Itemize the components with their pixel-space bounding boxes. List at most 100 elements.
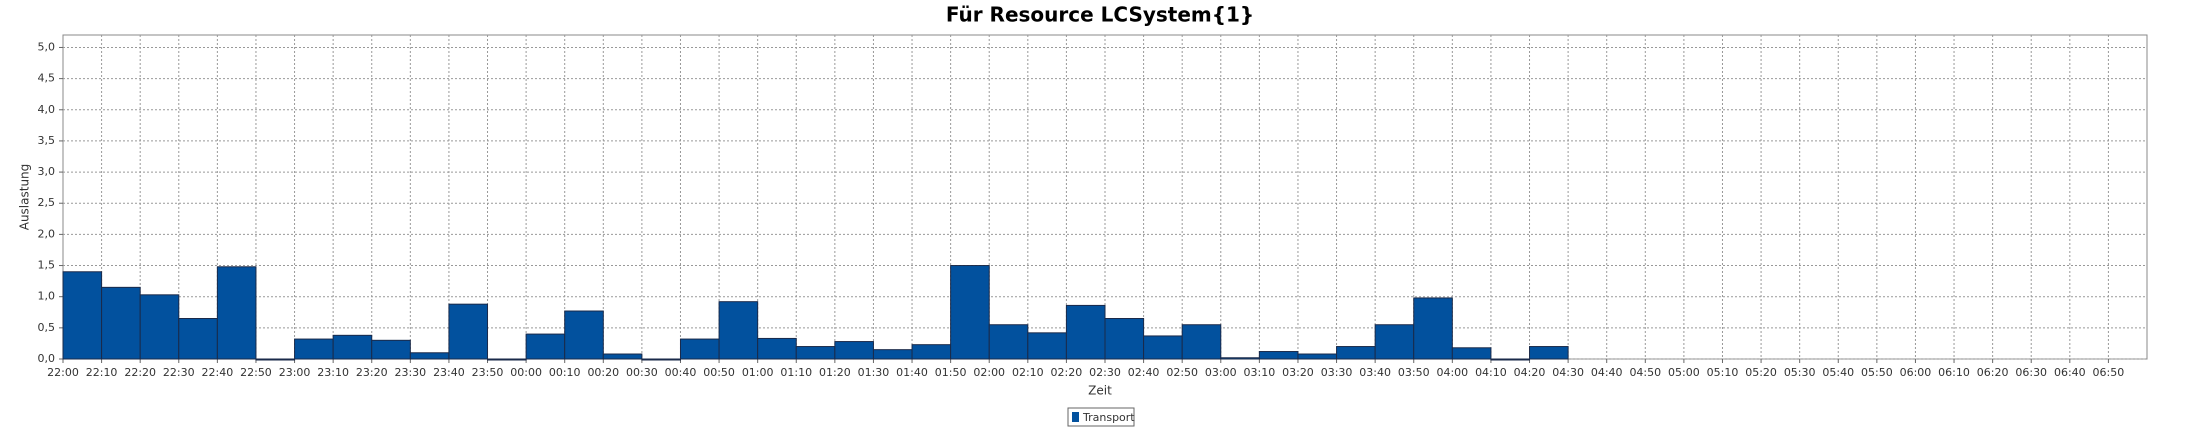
y-tick-label: 2,0	[38, 227, 56, 240]
y-axis-label: Auslastung	[18, 164, 32, 231]
x-tick-label: 22:20	[124, 366, 156, 379]
x-tick-label: 06:30	[2015, 366, 2047, 379]
bar	[487, 358, 527, 361]
x-tick-label: 23:20	[356, 366, 388, 379]
x-tick-label: 02:50	[1166, 366, 1198, 379]
x-axis-label: Zeit	[1088, 384, 1112, 398]
x-tick-label: 00:30	[626, 366, 658, 379]
x-tick-label: 03:40	[1359, 366, 1391, 379]
x-tick-label: 04:20	[1514, 366, 1546, 379]
bar	[1258, 351, 1299, 360]
legend-label: Transport	[1082, 411, 1135, 424]
x-tick-label: 00:20	[587, 366, 619, 379]
x-tick-label: 23:00	[279, 366, 311, 379]
x-tick-label: 05:10	[1707, 366, 1739, 379]
x-tick-label: 06:20	[1977, 366, 2009, 379]
x-tick-label: 04:30	[1552, 366, 1584, 379]
x-tick-label: 23:40	[433, 366, 465, 379]
x-tick-label: 01:10	[780, 366, 812, 379]
bar	[525, 333, 566, 360]
bar	[679, 338, 720, 360]
bar	[62, 271, 103, 360]
y-tick-label: 0,0	[38, 352, 56, 365]
bar	[1143, 335, 1183, 360]
legend-box	[1067, 407, 1135, 427]
x-tick-label: 03:20	[1282, 366, 1314, 379]
bar	[718, 301, 759, 360]
chart-title: Für Resource LCSystem{1}	[946, 3, 1254, 27]
x-tick-label: 22:10	[86, 366, 118, 379]
bar	[641, 358, 681, 361]
x-tick-label: 03:00	[1205, 366, 1237, 379]
x-tick-label: 23:50	[472, 366, 504, 379]
x-tick-label: 00:50	[703, 366, 735, 379]
x-tick-label: 22:30	[163, 366, 195, 379]
bar	[332, 334, 373, 360]
bar	[950, 265, 990, 360]
x-tick-label: 22:50	[240, 366, 272, 379]
x-tick-label: 02:30	[1089, 366, 1121, 379]
bar	[1336, 346, 1376, 360]
x-tick-label: 00:10	[549, 366, 581, 379]
x-tick-label: 00:40	[665, 366, 697, 379]
bar	[409, 352, 450, 360]
x-tick-label: 04:40	[1591, 366, 1623, 379]
bar	[1413, 297, 1453, 360]
y-tick-label: 2,5	[38, 196, 56, 209]
x-tick-label: 22:00	[47, 366, 79, 379]
x-tick-label: 01:30	[858, 366, 890, 379]
bar	[911, 344, 952, 360]
x-tick-label: 05:50	[1861, 366, 1893, 379]
bar	[757, 337, 797, 360]
bar	[1297, 353, 1338, 360]
bar	[178, 318, 218, 360]
y-tick-label: 4,5	[38, 72, 56, 85]
x-tick-label: 23:30	[394, 366, 426, 379]
x-tick-label: 04:10	[1475, 366, 1507, 379]
x-tick-label: 05:30	[1784, 366, 1816, 379]
x-tick-label: 05:20	[1745, 366, 1777, 379]
x-tick-label: 03:50	[1398, 366, 1430, 379]
bar	[1027, 332, 1067, 360]
x-tick-label: 01:50	[935, 366, 967, 379]
x-tick-label: 03:30	[1321, 366, 1353, 379]
bar	[1065, 304, 1106, 360]
y-tick-label: 0,5	[38, 321, 56, 334]
x-tick-label: 04:50	[1629, 366, 1661, 379]
x-tick-label: 06:40	[2054, 366, 2086, 379]
bar	[1220, 357, 1260, 360]
bar	[1529, 346, 1569, 360]
bar	[795, 346, 836, 360]
bar	[872, 349, 913, 360]
legend-swatch	[1072, 412, 1079, 422]
x-tick-label: 06:00	[1900, 366, 1932, 379]
bar	[602, 353, 643, 360]
y-tick-label: 3,5	[38, 134, 56, 147]
x-tick-label: 23:10	[317, 366, 349, 379]
x-tick-label: 00:00	[510, 366, 542, 379]
bar	[988, 324, 1029, 360]
bar	[101, 286, 141, 360]
y-tick-label: 1,5	[38, 259, 56, 272]
bar	[1451, 347, 1492, 360]
bar	[1104, 318, 1145, 360]
x-tick-label: 02:40	[1128, 366, 1160, 379]
bar	[294, 338, 334, 360]
bar	[139, 294, 180, 360]
x-tick-label: 06:50	[2093, 366, 2125, 379]
bar	[371, 339, 411, 360]
y-tick-label: 3,0	[38, 165, 56, 178]
bar	[1374, 324, 1415, 360]
x-tick-label: 01:40	[896, 366, 928, 379]
bar	[1181, 324, 1222, 360]
x-tick-label: 06:10	[1938, 366, 1970, 379]
y-tick-label: 5,0	[38, 40, 56, 53]
x-tick-label: 05:40	[1822, 366, 1854, 379]
bar	[216, 266, 257, 360]
x-tick-label: 22:40	[202, 366, 234, 379]
bar	[448, 303, 489, 360]
bar	[834, 341, 874, 360]
y-tick-label: 4,0	[38, 103, 56, 116]
x-tick-label: 02:20	[1051, 366, 1083, 379]
